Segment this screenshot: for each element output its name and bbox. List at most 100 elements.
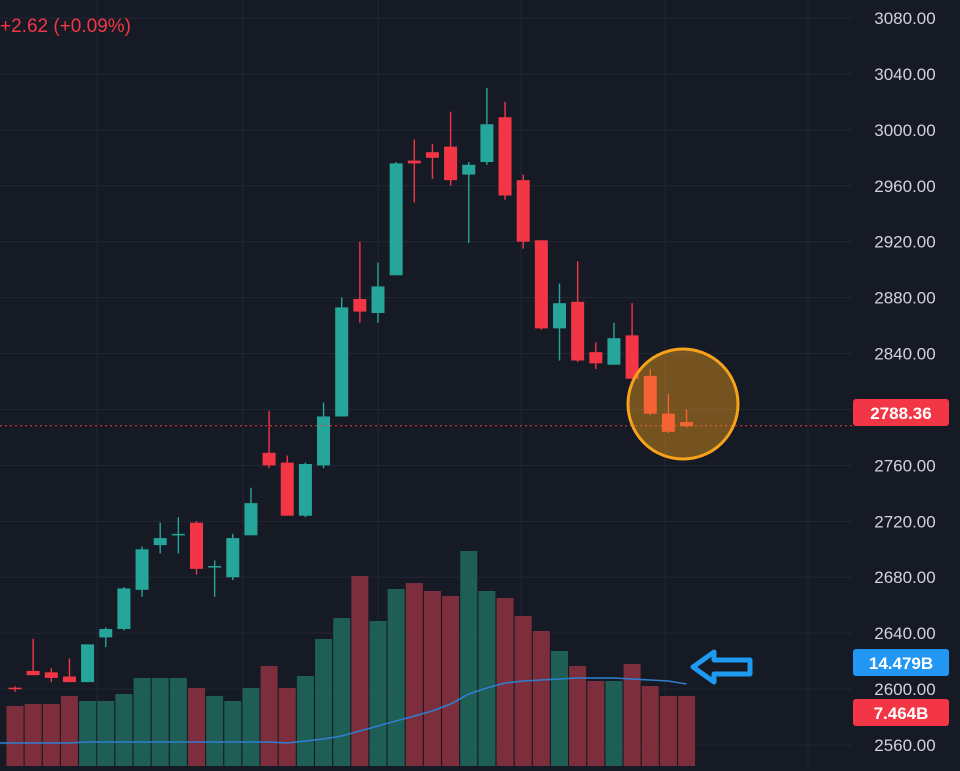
candle-body: [99, 628, 113, 638]
candle-body: [44, 672, 58, 678]
candle-body: [244, 503, 258, 536]
candle: [335, 297, 349, 417]
candle-body: [589, 352, 603, 364]
candle: [607, 322, 621, 365]
volume-bar: [79, 701, 97, 766]
volume-bar: [587, 681, 605, 766]
y-tick-label: 2640.00: [874, 624, 935, 643]
volume-bar: [532, 631, 550, 766]
volume-bar: [551, 651, 568, 766]
volume-bar: [351, 576, 369, 766]
candle-body: [226, 538, 240, 578]
volume-bar: [478, 591, 496, 766]
volume-bar: [423, 591, 441, 766]
candle-body: [208, 566, 222, 568]
candle: [353, 241, 367, 323]
candle: [244, 487, 258, 536]
candle-body: [298, 463, 312, 516]
volume-bar: [133, 678, 151, 766]
last-price-tag: 2788.36: [853, 399, 949, 426]
volume-bar: [678, 696, 696, 766]
volume-bars: [6, 551, 696, 766]
candle-body: [516, 180, 530, 242]
candle: [462, 161, 476, 244]
volume-bar: [6, 706, 24, 766]
candle-body: [262, 452, 276, 466]
candle-body: [680, 422, 694, 427]
candle: [643, 368, 657, 416]
candle: [117, 587, 131, 631]
volume-bar: [24, 704, 42, 766]
candle: [171, 517, 185, 554]
price-change-text: +2.62 (+0.09%): [0, 16, 131, 37]
volume-bar: [169, 678, 187, 766]
candle: [8, 686, 22, 692]
candle-body: [661, 413, 675, 432]
volume-bar: [151, 678, 169, 766]
y-tick-label: 2760.00: [874, 456, 935, 475]
y-tick-label: 2920.00: [874, 233, 935, 252]
candle-body: [153, 538, 167, 546]
y-tick-label: 2880.00: [874, 289, 935, 308]
candle-body: [389, 163, 403, 276]
volume-ma-value: 14.479B: [869, 654, 933, 673]
candle: [571, 261, 585, 362]
candle-body: [425, 152, 439, 158]
candle: [153, 522, 167, 554]
candle-body: [607, 338, 621, 365]
volume-bar: [514, 616, 532, 766]
volume-value: 7.464B: [874, 704, 929, 723]
candle: [480, 87, 494, 165]
y-tick-label: 2680.00: [874, 568, 935, 587]
candle-body: [625, 335, 639, 379]
volume-ma-line: [0, 677, 687, 744]
volume-bar: [315, 639, 333, 766]
y-tick-label: 3080.00: [874, 9, 935, 28]
candle: [262, 410, 276, 469]
candles: [8, 87, 694, 692]
candle-body: [407, 160, 421, 164]
y-tick-label: 2560.00: [874, 736, 935, 755]
volume-bar: [496, 598, 514, 766]
volume-bar: [387, 589, 405, 766]
candle: [226, 533, 240, 581]
last-price-label: 2788.36: [870, 404, 931, 423]
candle-body: [190, 522, 203, 569]
volume-bar: [97, 701, 115, 766]
candle: [317, 402, 331, 469]
volume-bar: [641, 686, 659, 766]
candle: [444, 111, 458, 186]
candle: [190, 521, 203, 575]
candle: [425, 143, 439, 179]
price-axis: 3080.00 3040.00 3000.00 2960.00 2920.00 2880.…: [874, 9, 935, 755]
candle: [661, 394, 675, 434]
annotation-circle: [626, 347, 740, 461]
candle: [62, 658, 76, 683]
candle-body: [171, 533, 185, 536]
volume-bar: [224, 701, 242, 766]
volume-bar: [605, 681, 623, 766]
candle-body: [8, 687, 22, 690]
volume-bar: [333, 618, 351, 766]
candle: [298, 462, 312, 518]
candle: [516, 174, 530, 249]
candle-body: [62, 676, 76, 683]
volume-bar: [623, 664, 641, 766]
candle-body: [280, 462, 294, 516]
candle: [680, 409, 694, 428]
volume-bar: [659, 696, 677, 766]
volume-bar: [405, 583, 423, 766]
candle: [407, 139, 421, 203]
candle: [208, 560, 222, 597]
candle-body: [371, 286, 385, 313]
candle: [498, 101, 512, 200]
volume-bar: [460, 551, 478, 766]
volume-bar: [206, 696, 224, 766]
volume-bar: [296, 676, 314, 766]
candle-body: [498, 117, 512, 196]
candle-body: [444, 146, 458, 181]
candle: [135, 546, 149, 597]
candle: [589, 342, 603, 369]
